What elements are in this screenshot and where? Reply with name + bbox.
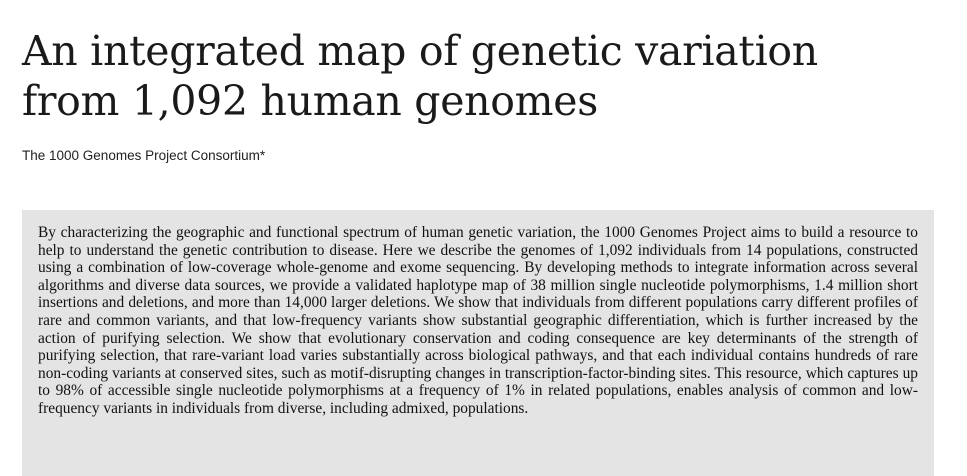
abstract-box: By characterizing the geographic and fun… bbox=[22, 210, 934, 476]
author-byline: The 1000 Genomes Project Consortium* bbox=[22, 148, 266, 163]
abstract-text: By characterizing the geographic and fun… bbox=[38, 224, 918, 417]
article-title-line-2: from 1,092 human genomes bbox=[22, 77, 598, 125]
article-title-line-1: An integrated map of genetic variation bbox=[22, 27, 818, 75]
article-title: An integrated map of genetic variation f… bbox=[22, 26, 942, 126]
